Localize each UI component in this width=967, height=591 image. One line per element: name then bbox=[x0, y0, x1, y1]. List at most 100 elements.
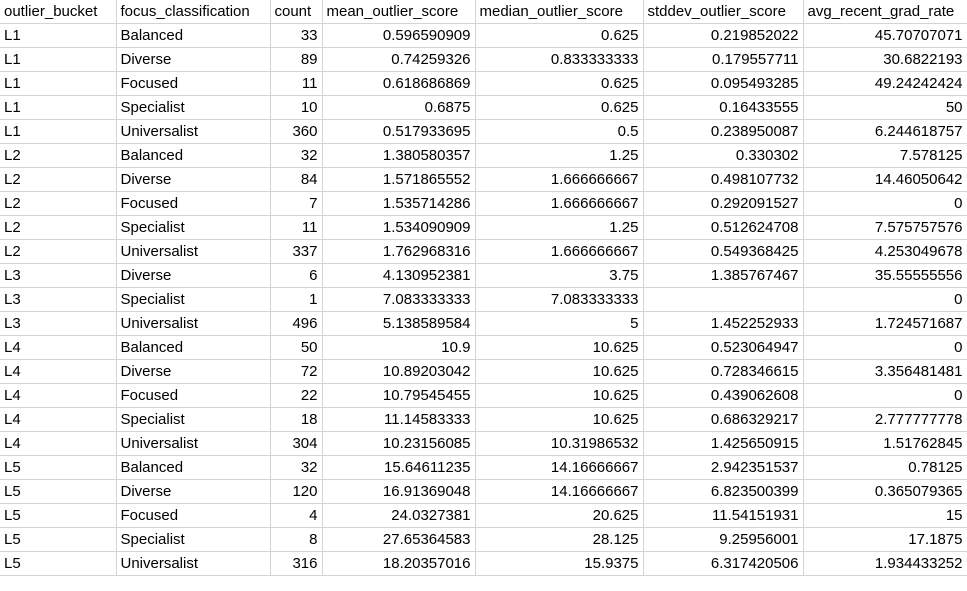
cell-avg-recent-grad-rate[interactable]: 50 bbox=[802, 95, 967, 120]
cell-focus-classification[interactable]: Focused bbox=[115, 503, 271, 528]
cell-median-outlier-score[interactable]: 28.125 bbox=[474, 527, 644, 552]
cell-median-outlier-score[interactable]: 10.625 bbox=[474, 407, 644, 432]
cell-outlier-bucket[interactable]: L3 bbox=[0, 287, 117, 312]
cell-stddev-outlier-score[interactable]: 0.686329217 bbox=[642, 407, 804, 432]
cell-focus-classification[interactable]: Diverse bbox=[115, 167, 271, 192]
cell-median-outlier-score[interactable]: 0.625 bbox=[474, 71, 644, 96]
cell-count[interactable]: 316 bbox=[269, 551, 323, 576]
cell-outlier-bucket[interactable]: L3 bbox=[0, 263, 117, 288]
cell-mean-outlier-score[interactable]: 0.6875 bbox=[321, 95, 476, 120]
cell-outlier-bucket[interactable]: L1 bbox=[0, 119, 117, 144]
cell-count[interactable]: 72 bbox=[269, 359, 323, 384]
cell-stddev-outlier-score[interactable]: 0.523064947 bbox=[642, 335, 804, 360]
header-cell-stddev-outlier-score[interactable]: stddev_outlier_score bbox=[642, 0, 804, 24]
cell-stddev-outlier-score[interactable]: 0.179557711 bbox=[642, 47, 804, 72]
cell-stddev-outlier-score[interactable]: 0.238950087 bbox=[642, 119, 804, 144]
cell-count[interactable]: 32 bbox=[269, 143, 323, 168]
cell-count[interactable]: 496 bbox=[269, 311, 323, 336]
cell-mean-outlier-score[interactable]: 7.083333333 bbox=[321, 287, 476, 312]
cell-outlier-bucket[interactable]: L4 bbox=[0, 407, 117, 432]
cell-stddev-outlier-score[interactable]: 0.16433555 bbox=[642, 95, 804, 120]
cell-stddev-outlier-score[interactable] bbox=[642, 287, 804, 312]
cell-count[interactable]: 84 bbox=[269, 167, 323, 192]
cell-mean-outlier-score[interactable]: 4.130952381 bbox=[321, 263, 476, 288]
header-cell-avg-recent-grad-rate[interactable]: avg_recent_grad_rate bbox=[802, 0, 967, 24]
cell-stddev-outlier-score[interactable]: 1.452252933 bbox=[642, 311, 804, 336]
cell-mean-outlier-score[interactable]: 0.596590909 bbox=[321, 23, 476, 48]
cell-median-outlier-score[interactable]: 1.666666667 bbox=[474, 167, 644, 192]
cell-median-outlier-score[interactable]: 0.5 bbox=[474, 119, 644, 144]
cell-avg-recent-grad-rate[interactable]: 0.78125 bbox=[802, 455, 967, 480]
cell-median-outlier-score[interactable]: 10.625 bbox=[474, 383, 644, 408]
cell-outlier-bucket[interactable]: L4 bbox=[0, 431, 117, 456]
cell-median-outlier-score[interactable]: 14.16666667 bbox=[474, 479, 644, 504]
cell-count[interactable]: 360 bbox=[269, 119, 323, 144]
cell-count[interactable]: 1 bbox=[269, 287, 323, 312]
cell-mean-outlier-score[interactable]: 10.9 bbox=[321, 335, 476, 360]
cell-focus-classification[interactable]: Specialist bbox=[115, 215, 271, 240]
cell-median-outlier-score[interactable]: 1.25 bbox=[474, 215, 644, 240]
cell-focus-classification[interactable]: Specialist bbox=[115, 407, 271, 432]
cell-outlier-bucket[interactable]: L1 bbox=[0, 95, 117, 120]
cell-count[interactable]: 337 bbox=[269, 239, 323, 264]
cell-count[interactable]: 89 bbox=[269, 47, 323, 72]
cell-stddev-outlier-score[interactable]: 11.54151931 bbox=[642, 503, 804, 528]
cell-mean-outlier-score[interactable]: 24.0327381 bbox=[321, 503, 476, 528]
cell-focus-classification[interactable]: Specialist bbox=[115, 95, 271, 120]
cell-focus-classification[interactable]: Balanced bbox=[115, 335, 271, 360]
cell-count[interactable]: 4 bbox=[269, 503, 323, 528]
cell-median-outlier-score[interactable]: 0.833333333 bbox=[474, 47, 644, 72]
cell-outlier-bucket[interactable]: L1 bbox=[0, 47, 117, 72]
cell-focus-classification[interactable]: Universalist bbox=[115, 431, 271, 456]
cell-outlier-bucket[interactable]: L5 bbox=[0, 479, 117, 504]
cell-mean-outlier-score[interactable]: 1.571865552 bbox=[321, 167, 476, 192]
cell-focus-classification[interactable]: Diverse bbox=[115, 47, 271, 72]
cell-median-outlier-score[interactable]: 10.31986532 bbox=[474, 431, 644, 456]
cell-stddev-outlier-score[interactable]: 0.512624708 bbox=[642, 215, 804, 240]
cell-outlier-bucket[interactable]: L2 bbox=[0, 215, 117, 240]
cell-outlier-bucket[interactable]: L2 bbox=[0, 239, 117, 264]
cell-median-outlier-score[interactable]: 0.625 bbox=[474, 23, 644, 48]
cell-focus-classification[interactable]: Universalist bbox=[115, 551, 271, 576]
cell-stddev-outlier-score[interactable]: 6.823500399 bbox=[642, 479, 804, 504]
cell-stddev-outlier-score[interactable]: 6.317420506 bbox=[642, 551, 804, 576]
cell-focus-classification[interactable]: Diverse bbox=[115, 263, 271, 288]
cell-mean-outlier-score[interactable]: 5.138589584 bbox=[321, 311, 476, 336]
cell-mean-outlier-score[interactable]: 16.91369048 bbox=[321, 479, 476, 504]
cell-avg-recent-grad-rate[interactable]: 0 bbox=[802, 335, 967, 360]
cell-mean-outlier-score[interactable]: 1.762968316 bbox=[321, 239, 476, 264]
cell-median-outlier-score[interactable]: 20.625 bbox=[474, 503, 644, 528]
cell-outlier-bucket[interactable]: L5 bbox=[0, 503, 117, 528]
cell-outlier-bucket[interactable]: L4 bbox=[0, 335, 117, 360]
cell-median-outlier-score[interactable]: 10.625 bbox=[474, 335, 644, 360]
cell-mean-outlier-score[interactable]: 0.618686869 bbox=[321, 71, 476, 96]
cell-focus-classification[interactable]: Universalist bbox=[115, 239, 271, 264]
cell-median-outlier-score[interactable]: 1.25 bbox=[474, 143, 644, 168]
cell-stddev-outlier-score[interactable]: 0.549368425 bbox=[642, 239, 804, 264]
cell-avg-recent-grad-rate[interactable]: 4.253049678 bbox=[802, 239, 967, 264]
cell-stddev-outlier-score[interactable]: 9.25956001 bbox=[642, 527, 804, 552]
cell-avg-recent-grad-rate[interactable]: 14.46050642 bbox=[802, 167, 967, 192]
cell-stddev-outlier-score[interactable]: 1.385767467 bbox=[642, 263, 804, 288]
header-cell-mean-outlier-score[interactable]: mean_outlier_score bbox=[321, 0, 476, 24]
cell-count[interactable]: 11 bbox=[269, 215, 323, 240]
cell-avg-recent-grad-rate[interactable]: 35.55555556 bbox=[802, 263, 967, 288]
cell-count[interactable]: 18 bbox=[269, 407, 323, 432]
cell-count[interactable]: 33 bbox=[269, 23, 323, 48]
cell-mean-outlier-score[interactable]: 11.14583333 bbox=[321, 407, 476, 432]
cell-count[interactable]: 304 bbox=[269, 431, 323, 456]
cell-median-outlier-score[interactable]: 10.625 bbox=[474, 359, 644, 384]
cell-mean-outlier-score[interactable]: 10.89203042 bbox=[321, 359, 476, 384]
cell-count[interactable]: 120 bbox=[269, 479, 323, 504]
cell-count[interactable]: 6 bbox=[269, 263, 323, 288]
cell-median-outlier-score[interactable]: 7.083333333 bbox=[474, 287, 644, 312]
cell-focus-classification[interactable]: Balanced bbox=[115, 143, 271, 168]
cell-mean-outlier-score[interactable]: 27.65364583 bbox=[321, 527, 476, 552]
cell-outlier-bucket[interactable]: L2 bbox=[0, 143, 117, 168]
cell-outlier-bucket[interactable]: L2 bbox=[0, 167, 117, 192]
cell-stddev-outlier-score[interactable]: 0.498107732 bbox=[642, 167, 804, 192]
cell-focus-classification[interactable]: Diverse bbox=[115, 479, 271, 504]
cell-avg-recent-grad-rate[interactable]: 17.1875 bbox=[802, 527, 967, 552]
cell-avg-recent-grad-rate[interactable]: 3.356481481 bbox=[802, 359, 967, 384]
header-cell-focus-classification[interactable]: focus_classification bbox=[115, 0, 271, 24]
